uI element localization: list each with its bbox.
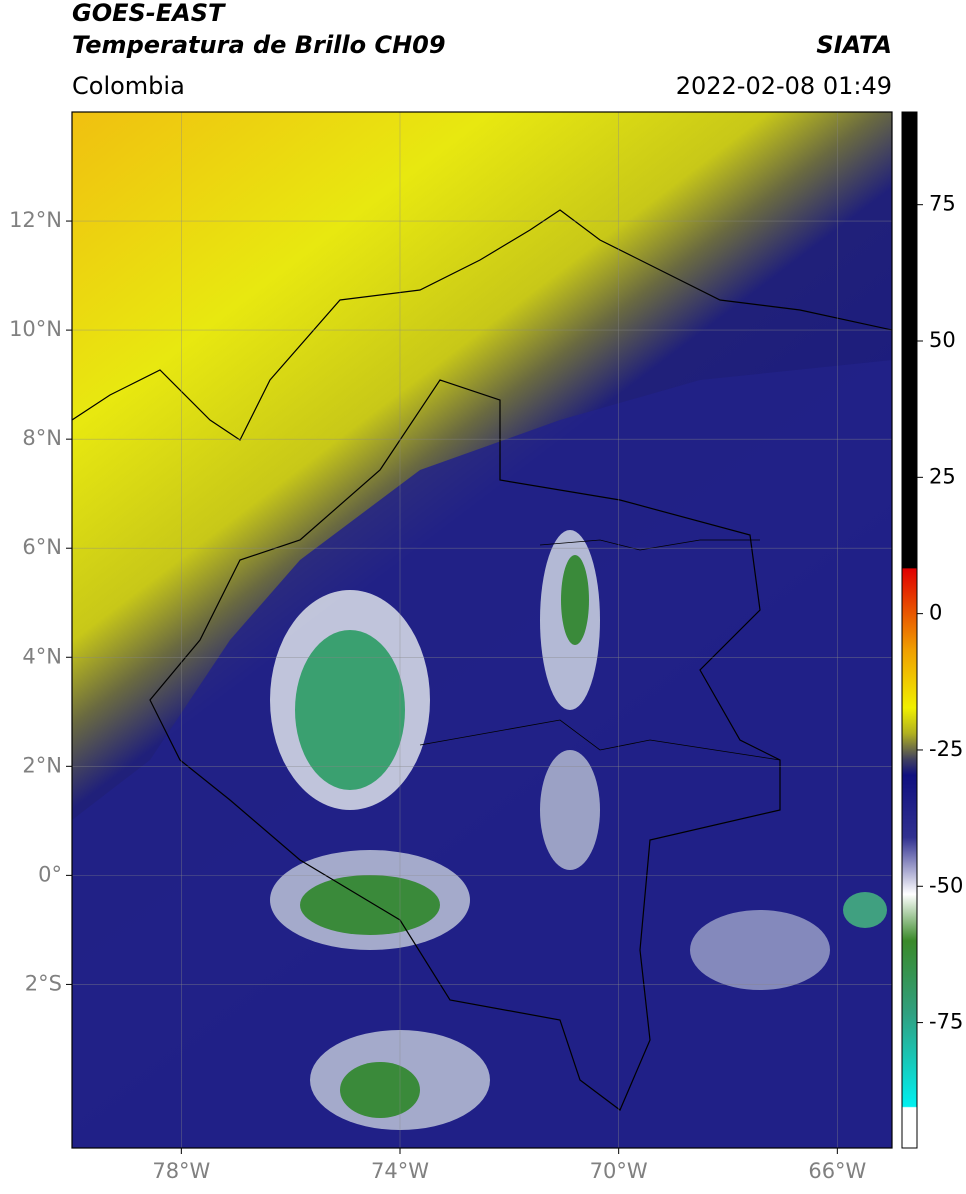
colorbar-tick-label: 0 — [929, 601, 942, 625]
map-frame — [71, 111, 893, 1149]
y-tick-label: 2°N — [22, 753, 62, 777]
colorbar-tick-label: -50 — [929, 873, 963, 897]
colorbar-tick-label: 25 — [929, 464, 956, 488]
colorbar-tick-label: -75 — [929, 1010, 963, 1034]
subtitle: Temperatura de Brillo CH09 — [72, 31, 446, 59]
colorbar-tick-label: 75 — [929, 192, 956, 216]
y-tick-label: 6°N — [22, 535, 62, 559]
title: GOES-EAST — [72, 0, 226, 27]
colorbar — [901, 111, 918, 1149]
colorbar-tick-label: 50 — [929, 328, 956, 352]
x-tick-label: 78°W — [152, 1159, 210, 1183]
y-tick-label: 2°S — [25, 971, 62, 995]
x-tick-label: 70°W — [590, 1159, 648, 1183]
x-tick-label: 66°W — [808, 1159, 866, 1183]
satellite-image — [72, 112, 892, 1148]
x-tick-label: 74°W — [371, 1159, 429, 1183]
datetime: 2022-02-08 01:49 — [676, 72, 892, 100]
y-tick-label: 10°N — [9, 317, 62, 341]
source: SIATA — [816, 31, 892, 59]
y-tick-label: 12°N — [9, 208, 62, 232]
region: Colombia — [72, 72, 185, 100]
graticule — [72, 112, 892, 1148]
y-tick-label: 4°N — [22, 644, 62, 668]
y-tick-label: 0° — [38, 862, 62, 886]
y-tick-label: 8°N — [22, 426, 62, 450]
colorbar-tick-label: -25 — [929, 737, 963, 761]
